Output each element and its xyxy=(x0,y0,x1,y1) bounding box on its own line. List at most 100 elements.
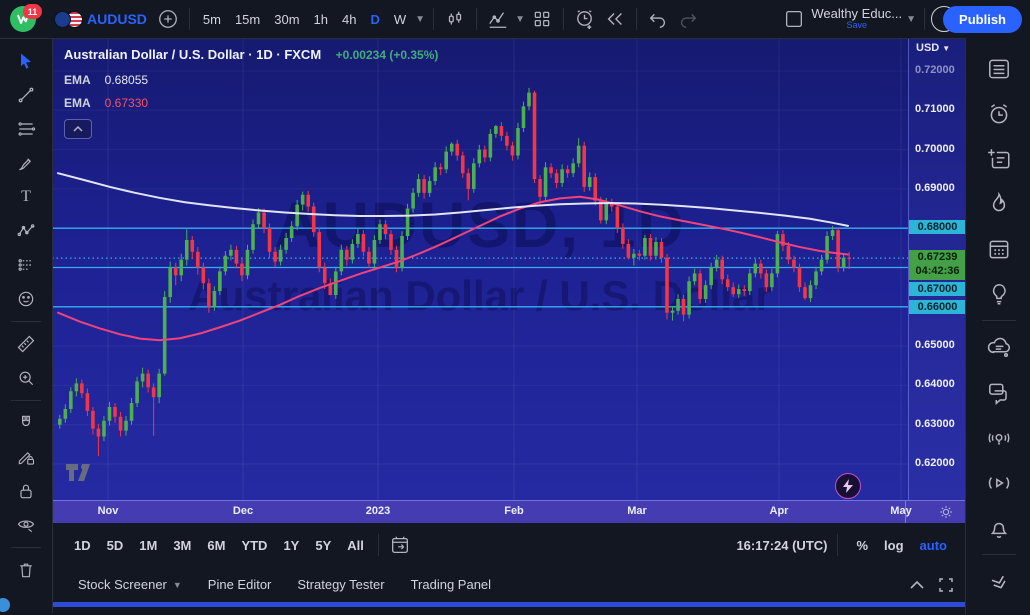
zoom-in-tool[interactable] xyxy=(7,361,45,395)
watchlist-icon[interactable] xyxy=(986,46,1012,91)
candlestick-plot[interactable] xyxy=(52,38,908,500)
ema-row-2[interactable]: EMA 0.67330 xyxy=(64,96,149,110)
interval-1h[interactable]: 1h xyxy=(313,11,329,27)
streams-bulb-icon[interactable] xyxy=(986,415,1012,460)
trend-line-tool[interactable] xyxy=(7,78,45,112)
legend-collapse-button[interactable] xyxy=(64,119,92,139)
tab-stock-screener[interactable]: Stock Screener ▼ xyxy=(78,577,182,592)
templates-grid-icon[interactable] xyxy=(527,2,557,36)
chart-area[interactable]: AUDUSD, 1D Australian Dollar / U.S. Doll… xyxy=(52,38,908,500)
auto-scale-button[interactable]: auto xyxy=(919,537,947,553)
drawing-toolbar: T xyxy=(0,38,53,613)
price-level-label[interactable]: 0.68000 xyxy=(909,220,966,234)
tab-pine-editor[interactable]: Pine Editor xyxy=(207,577,272,592)
tab-chevron-icon: ▼ xyxy=(172,579,182,590)
replay-icon[interactable] xyxy=(600,2,630,36)
ema-row-1[interactable]: EMA 0.68055 xyxy=(64,73,149,87)
fib-lines-tool[interactable] xyxy=(7,112,45,146)
range-3M[interactable]: 3M xyxy=(173,537,192,553)
time-label-Dec: Dec xyxy=(232,505,254,517)
indicators-chevron-icon[interactable]: ▼ xyxy=(515,13,525,25)
notes-add-icon[interactable] xyxy=(986,136,1012,181)
magnet-tool[interactable] xyxy=(7,406,45,440)
interval-W[interactable]: W xyxy=(393,11,407,27)
top-toolbar: 11 AUDUSD 5m 15m 30m 1h 4h D W ▼ ▼ Wealthy Edu… xyxy=(0,0,1030,39)
price-level-label[interactable]: 0.67000 xyxy=(909,282,966,296)
price-tick: 0.69000 xyxy=(915,181,955,194)
pattern-tool[interactable] xyxy=(7,214,45,248)
price-change: +0.00234 (+0.35%) xyxy=(335,48,439,62)
indicators-icon[interactable] xyxy=(483,2,513,36)
panel-maximize-icon[interactable] xyxy=(939,577,953,592)
interval-30m[interactable]: 30m xyxy=(274,11,300,27)
axis-settings-gear-icon[interactable] xyxy=(938,504,954,520)
bar-countdown: 04:42:36 xyxy=(915,264,960,277)
emoji-tool[interactable] xyxy=(7,282,45,316)
percent-scale-button[interactable]: % xyxy=(856,537,869,553)
app-logo[interactable]: 11 xyxy=(0,4,46,32)
notifications-bell-icon[interactable] xyxy=(986,505,1012,550)
layout-name[interactable]: Wealthy Educ... Save xyxy=(811,7,902,30)
axis-corner-divider xyxy=(905,501,906,524)
range-All[interactable]: All xyxy=(347,537,364,553)
remove-tool[interactable] xyxy=(7,553,45,587)
range-5Y[interactable]: 5Y xyxy=(315,537,332,553)
chart-style-icon[interactable] xyxy=(440,2,470,36)
time-label-Apr: Apr xyxy=(769,505,789,517)
drawing-edit-lock-tool[interactable] xyxy=(7,440,45,474)
live-streams-icon[interactable] xyxy=(986,460,1012,505)
chat-cloud-icon[interactable] xyxy=(986,325,1012,370)
interval-chevron-icon[interactable]: ▼ xyxy=(415,13,426,25)
collapse-sidebar-chevrons-icon[interactable] xyxy=(987,559,1011,604)
redo-icon[interactable] xyxy=(673,2,703,36)
hotlists-flame-icon[interactable] xyxy=(986,181,1012,226)
symbol-title[interactable]: Australian Dollar / U.S. Dollar · 1D · F… xyxy=(64,47,322,62)
alert-add-icon[interactable] xyxy=(570,2,600,36)
range-6M[interactable]: 6M xyxy=(207,537,226,553)
measure-tool[interactable] xyxy=(7,327,45,361)
range-1Y[interactable]: 1Y xyxy=(283,537,300,553)
interval-15m[interactable]: 15m xyxy=(234,11,261,27)
interval-5m[interactable]: 5m xyxy=(202,11,221,27)
tab-trading-panel[interactable]: Trading Panel xyxy=(410,577,492,592)
lock-all-tool[interactable] xyxy=(7,474,45,508)
bottom-panel: Stock Screener ▼ Pine Editor Strategy Teste… xyxy=(52,567,965,603)
undo-icon[interactable] xyxy=(643,2,673,36)
layout-chevron-icon[interactable]: ▼ xyxy=(906,13,917,25)
compare-add-icon[interactable] xyxy=(153,2,183,36)
brush-tool[interactable] xyxy=(7,146,45,180)
alerts-clock-icon[interactable] xyxy=(986,91,1012,136)
cursor-tool[interactable] xyxy=(7,44,45,78)
layout-name-text: Wealthy Educ... xyxy=(811,7,903,22)
hide-all-tool[interactable] xyxy=(7,508,45,542)
text-tool[interactable]: T xyxy=(21,188,31,205)
private-chats-icon[interactable] xyxy=(986,370,1012,415)
price-tick: 0.64000 xyxy=(915,378,955,391)
range-1M[interactable]: 1M xyxy=(139,537,158,553)
range-1D[interactable]: 1D xyxy=(74,537,91,553)
layout-select-icon[interactable] xyxy=(779,2,809,36)
publish-button[interactable]: Publish xyxy=(943,5,1022,33)
price-scale[interactable]: USD ▼ 0.72000 0.71000 0.70000 0.69000 0.6500… xyxy=(908,38,966,500)
forecast-tool[interactable] xyxy=(7,248,45,282)
price-level-label[interactable]: 0.66000 xyxy=(909,300,966,314)
range-5D[interactable]: 5D xyxy=(106,537,124,553)
range-YTD[interactable]: YTD xyxy=(241,537,268,553)
interval-4h[interactable]: 4h xyxy=(342,11,357,27)
session-clock[interactable]: 16:17:24 (UTC) xyxy=(736,537,828,553)
save-button[interactable]: Save xyxy=(846,20,867,31)
price-scale-currency[interactable]: USD ▼ xyxy=(916,42,951,54)
ideas-lightbulb-icon[interactable] xyxy=(986,271,1012,316)
interval-D[interactable]: D xyxy=(370,11,380,27)
calendar-icon[interactable] xyxy=(986,226,1012,271)
symbol-button[interactable]: AUDUSD xyxy=(87,11,147,27)
panel-expand-chevron-icon[interactable] xyxy=(909,580,925,590)
current-price-value: 0.67239 xyxy=(917,251,958,263)
time-axis[interactable]: Nov Dec 2023 Feb Mar Apr May xyxy=(52,500,965,524)
tradingview-logo[interactable] xyxy=(65,463,97,483)
quick-action-bolt-button[interactable] xyxy=(835,473,861,499)
log-scale-button[interactable]: log xyxy=(884,537,904,553)
time-label-Feb: Feb xyxy=(504,505,524,517)
tab-strategy-tester[interactable]: Strategy Tester xyxy=(297,577,385,592)
go-to-date-icon[interactable] xyxy=(385,528,415,562)
